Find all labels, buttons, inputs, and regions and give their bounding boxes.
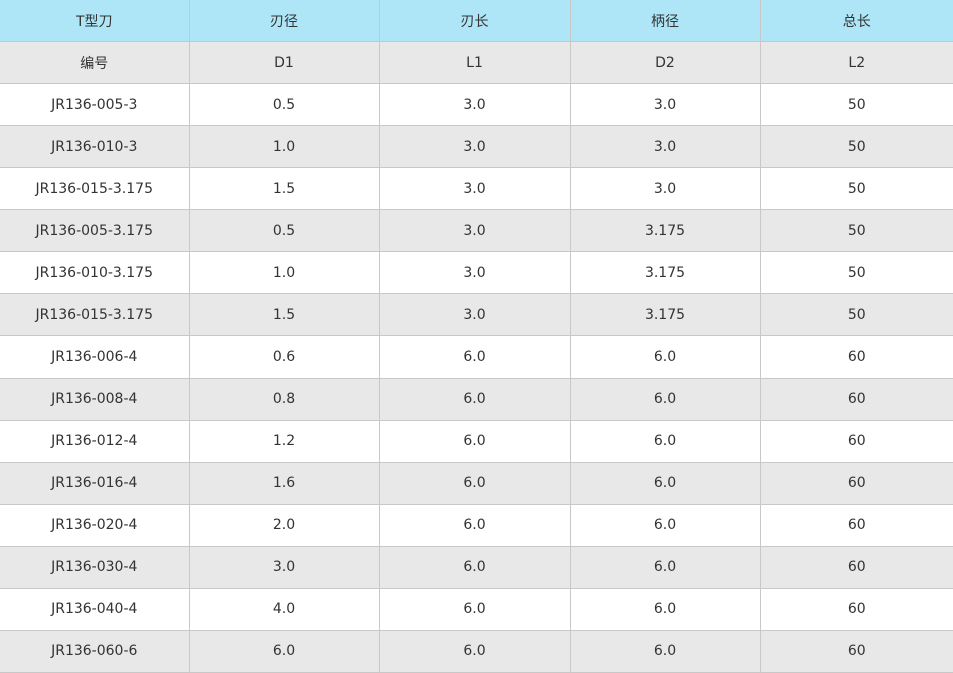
cell: 50 (759, 209, 953, 253)
cell: 60 (759, 545, 953, 589)
cell: 50 (759, 167, 953, 211)
cell: JR136-015-3.175 (0, 293, 190, 337)
cell: 1.5 (188, 293, 380, 337)
cell: JR136-040-4 (0, 587, 190, 631)
cell: 0.5 (188, 83, 380, 127)
cell: 6.0 (378, 461, 571, 505)
cell: 3.0 (378, 125, 571, 169)
cell: 6.0 (569, 419, 761, 463)
cell: 6.0 (569, 629, 761, 673)
cell: 6.0 (378, 335, 571, 379)
cell: 6.0 (569, 545, 761, 589)
cell: JR136-020-4 (0, 503, 190, 547)
data-row: JR136-016-4 1.6 6.0 6.0 60 (0, 461, 953, 505)
cell: 1.5 (188, 167, 380, 211)
cell: 柄径 (569, 0, 761, 43)
cell: 3.175 (569, 293, 761, 337)
cell: 60 (759, 419, 953, 463)
cell: 3.0 (569, 83, 761, 127)
cell: L1 (378, 41, 571, 85)
cell: 60 (759, 335, 953, 379)
header-row: 编号 D1 L1 D2 L2 (0, 41, 953, 85)
cell: 6.0 (569, 503, 761, 547)
cell: 3.0 (569, 167, 761, 211)
cell: JR136-010-3.175 (0, 251, 190, 295)
cell: 3.0 (378, 293, 571, 337)
cell: 6.0 (569, 335, 761, 379)
cell: 1.0 (188, 251, 380, 295)
cell: 60 (759, 377, 953, 421)
cell: 0.5 (188, 209, 380, 253)
data-row: JR136-040-4 4.0 6.0 6.0 60 (0, 587, 953, 631)
cell: 1.2 (188, 419, 380, 463)
data-row: JR136-005-3 0.5 3.0 3.0 50 (0, 83, 953, 127)
cell: JR136-012-4 (0, 419, 190, 463)
cell: 3.0 (378, 167, 571, 211)
cell: 0.8 (188, 377, 380, 421)
cell: 刃长 (378, 0, 571, 43)
data-row: JR136-020-4 2.0 6.0 6.0 60 (0, 503, 953, 547)
data-row: JR136-012-4 1.2 6.0 6.0 60 (0, 419, 953, 463)
cell: 6.0 (378, 377, 571, 421)
cell: 6.0 (378, 503, 571, 547)
cell: 2.0 (188, 503, 380, 547)
data-row: JR136-006-4 0.6 6.0 6.0 60 (0, 335, 953, 379)
cell: 3.0 (378, 83, 571, 127)
cell: T型刀 (0, 0, 190, 43)
cell: D1 (188, 41, 380, 85)
cell: 50 (759, 251, 953, 295)
cell: 3.175 (569, 251, 761, 295)
cell: JR136-030-4 (0, 545, 190, 589)
cell: 6.0 (569, 587, 761, 631)
cell: JR136-006-4 (0, 335, 190, 379)
cell: JR136-015-3.175 (0, 167, 190, 211)
cell: 6.0 (378, 545, 571, 589)
cell: 3.0 (188, 545, 380, 589)
cell: 60 (759, 629, 953, 673)
cell: 3.0 (378, 209, 571, 253)
cell: 刃径 (188, 0, 380, 43)
data-row: JR136-015-3.175 1.5 3.0 3.175 50 (0, 293, 953, 337)
cell: 60 (759, 461, 953, 505)
data-row: JR136-015-3.175 1.5 3.0 3.0 50 (0, 167, 953, 211)
cell: 6.0 (188, 629, 380, 673)
cell: JR136-016-4 (0, 461, 190, 505)
cell: 6.0 (378, 587, 571, 631)
cell: 60 (759, 503, 953, 547)
cell: 编号 (0, 41, 190, 85)
cell: 60 (759, 587, 953, 631)
cell: L2 (759, 41, 953, 85)
cell: 6.0 (378, 419, 571, 463)
cell: 50 (759, 125, 953, 169)
cell: 50 (759, 293, 953, 337)
cell: 3.0 (378, 251, 571, 295)
data-row: JR136-008-4 0.8 6.0 6.0 60 (0, 377, 953, 421)
cell: JR136-010-3 (0, 125, 190, 169)
cell: 0.6 (188, 335, 380, 379)
data-row: JR136-060-6 6.0 6.0 6.0 60 (0, 629, 953, 673)
cell: D2 (569, 41, 761, 85)
cell: 3.0 (569, 125, 761, 169)
data-row: JR136-030-4 3.0 6.0 6.0 60 (0, 545, 953, 589)
cell: 6.0 (569, 377, 761, 421)
cell: 总长 (759, 0, 953, 43)
cell: 1.6 (188, 461, 380, 505)
cell: JR136-005-3 (0, 83, 190, 127)
cell: 6.0 (569, 461, 761, 505)
header-row: T型刀 刃径 刃长 柄径 总长 (0, 0, 953, 43)
cell: 4.0 (188, 587, 380, 631)
cell: 50 (759, 83, 953, 127)
data-row: JR136-010-3.175 1.0 3.0 3.175 50 (0, 251, 953, 295)
cell: 1.0 (188, 125, 380, 169)
cell: 3.175 (569, 209, 761, 253)
cell: JR136-008-4 (0, 377, 190, 421)
cell: 6.0 (378, 629, 571, 673)
cell: JR136-060-6 (0, 629, 190, 673)
cell: JR136-005-3.175 (0, 209, 190, 253)
data-row: JR136-005-3.175 0.5 3.0 3.175 50 (0, 209, 953, 253)
data-row: JR136-010-3 1.0 3.0 3.0 50 (0, 125, 953, 169)
